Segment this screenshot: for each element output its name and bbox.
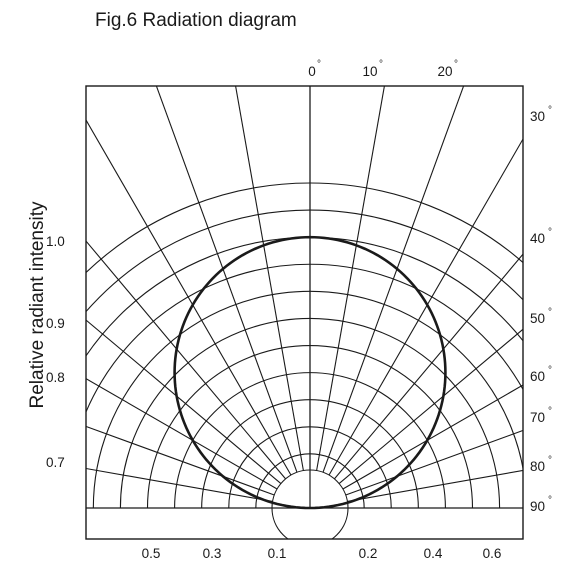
angle-label-right: 70 xyxy=(530,410,545,425)
degree-symbol: ° xyxy=(548,227,552,238)
angle-grid-line xyxy=(86,118,292,476)
intensity-label-bottom: 0.2 xyxy=(359,546,378,561)
angle-grid-line xyxy=(342,384,523,490)
radiation-pattern xyxy=(173,235,447,510)
angle-grid-line xyxy=(322,86,465,473)
intensity-label-left: 0.9 xyxy=(46,316,65,331)
angle-label-right: 60 xyxy=(530,369,545,384)
degree-symbol: ° xyxy=(548,495,552,506)
angle-grid-line xyxy=(338,328,523,484)
degree-symbol: ° xyxy=(317,59,321,70)
angle-grid-line xyxy=(155,86,298,473)
intensity-label-bottom: 0.6 xyxy=(483,546,502,561)
angle-grid-line xyxy=(235,86,304,471)
axis-labels: 0 ° 10 ° 20 °30 °40 °50 °60 °70 °80 °90 °1.00.90.80.… xyxy=(46,59,552,561)
angle-grid-line xyxy=(316,86,385,471)
intensity-label-bottom: 0.3 xyxy=(203,546,222,561)
angle-grid-line xyxy=(86,378,278,490)
angle-label-top: 0 xyxy=(308,64,316,79)
angle-grid-line xyxy=(86,425,275,496)
degree-symbol: ° xyxy=(548,365,552,376)
intensity-label-left: 1.0 xyxy=(46,234,65,249)
degree-symbol: ° xyxy=(548,105,552,116)
figure-title: Fig.6 Radiation diagram xyxy=(95,10,297,31)
angle-label-right: 50 xyxy=(530,311,545,326)
angle-grid-line xyxy=(328,137,523,476)
angle-grid-line xyxy=(334,253,523,480)
angle-label-right: 80 xyxy=(530,459,545,474)
degree-symbol: ° xyxy=(548,406,552,417)
angle-label-right: 30 xyxy=(530,109,545,124)
angle-grid-line xyxy=(86,240,286,480)
angle-grid-line xyxy=(347,469,523,502)
angle-grid-line xyxy=(345,429,523,496)
angle-label-top: 10 xyxy=(362,64,377,79)
intensity-label-bottom: 0.4 xyxy=(424,546,443,561)
intensity-label-left: 0.7 xyxy=(46,455,65,470)
radiation-pattern-curve xyxy=(173,235,447,510)
angle-grid-line xyxy=(86,319,282,484)
angle-label-right: 40 xyxy=(530,231,545,246)
intensity-label-left: 0.8 xyxy=(46,370,65,385)
y-axis-label: Relative radiant intensity xyxy=(27,201,48,408)
intensity-label-bottom: 0.5 xyxy=(142,546,161,561)
angle-label-right: 90 xyxy=(530,499,545,514)
angle-label-top: 20 xyxy=(437,64,452,79)
intensity-label-bottom: 0.1 xyxy=(268,546,287,561)
degree-symbol: ° xyxy=(454,59,458,70)
degree-symbol: ° xyxy=(548,307,552,318)
angle-grid-line xyxy=(86,467,273,502)
degree-symbol: ° xyxy=(379,59,383,70)
degree-symbol: ° xyxy=(548,455,552,466)
plot-frame xyxy=(85,85,524,540)
